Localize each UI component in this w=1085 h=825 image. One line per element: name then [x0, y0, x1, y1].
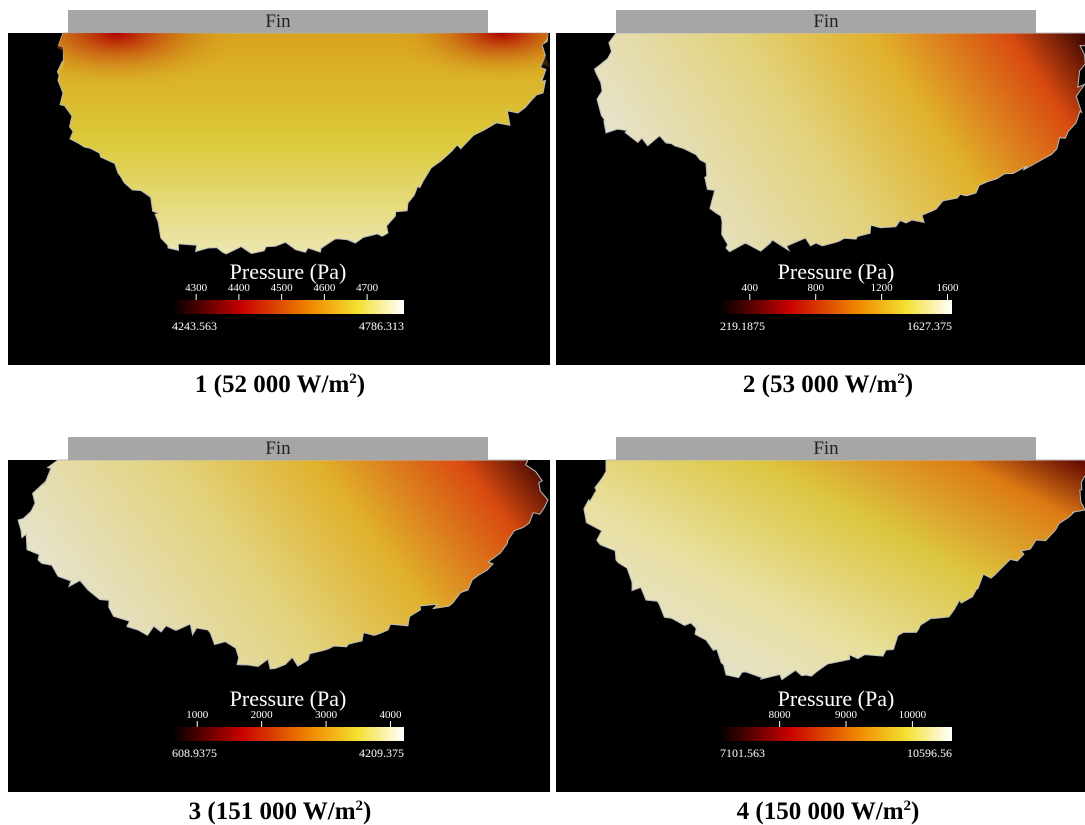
colorbar-min: 608.9375: [172, 746, 217, 760]
caption-close: ): [911, 798, 919, 825]
caption-label: 3 (151 000 W/m: [189, 798, 356, 825]
fin: [616, 437, 1036, 460]
colorbar-tick-label: 1600: [936, 282, 959, 294]
panel: Fin Pressure (Pa)8000 9000 10000 7101.563 105…: [556, 437, 1085, 825]
colorbar-max: 1627.375: [907, 319, 952, 333]
panel: Fin Pressure (Pa) 1000 2000 3000 4000 608.9375…: [8, 437, 550, 825]
caption: 1 (52 000 W/m2): [195, 371, 365, 398]
caption: 4 (150 000 W/m2): [737, 798, 920, 825]
caption-close: ): [905, 371, 913, 398]
caption-close: ): [357, 371, 365, 398]
colorbar-min: 219.1875: [720, 319, 765, 333]
caption-label: 4 (150 000 W/m: [737, 798, 904, 825]
colorbar-tick-label: 4400: [228, 282, 251, 294]
caption: 3 (151 000 W/m2): [189, 798, 372, 825]
colorbar: [720, 727, 952, 741]
colorbar: [172, 727, 404, 741]
caption-superscript: 2: [897, 371, 905, 387]
caption: 2 (53 000 W/m2): [743, 371, 913, 398]
panel: Fin Pressure (Pa) 400 800 1200 1600 219.1875 16…: [556, 10, 1085, 398]
caption-close: ): [363, 798, 371, 825]
caption-superscript: 2: [356, 798, 364, 814]
legend-title: Pressure (Pa): [230, 259, 347, 284]
colorbar-tick-label: 400: [742, 282, 759, 294]
colorbar-tick-label: 1200: [871, 282, 894, 294]
fin-label: Fin: [265, 438, 291, 459]
colorbar-tick-label: 4700: [356, 282, 379, 294]
colorbar-min: 4243.563: [172, 319, 217, 333]
legend-title: Pressure (Pa): [230, 686, 347, 711]
fin-label: Fin: [265, 11, 291, 32]
colorbar-tick-label: 4300: [185, 282, 208, 294]
colorbar-min: 7101.563: [720, 746, 765, 760]
colorbar-tick-label: 10000: [899, 709, 927, 721]
colorbar-tick-label: 2000: [251, 709, 274, 721]
legend-title: Pressure (Pa): [778, 686, 895, 711]
caption-label: 2 (53 000 W/m: [743, 371, 898, 398]
fin: [68, 437, 488, 460]
fin-label: Fin: [813, 438, 839, 459]
colorbar-tick-label: 8000: [769, 709, 792, 721]
colorbar-tick-label: 9000: [835, 709, 858, 721]
panel: Fin Pressure (Pa) 4300 4400 4500 4600 4700 4243…: [8, 10, 552, 398]
caption-superscript: 2: [349, 371, 357, 387]
fin-label: Fin: [813, 11, 839, 32]
colorbar: [720, 300, 952, 314]
colorbar-tick-label: 4500: [271, 282, 294, 294]
colorbar-tick-label: 4000: [380, 709, 403, 721]
colorbar-tick-label: 3000: [315, 709, 338, 721]
colorbar-max: 10596.56: [907, 746, 952, 760]
fin: [616, 10, 1036, 33]
colorbar-max: 4209.375: [359, 746, 404, 760]
colorbar-tick-label: 1000: [186, 709, 209, 721]
caption-label: 1 (52 000 W/m: [195, 371, 350, 398]
caption-superscript: 2: [904, 798, 912, 814]
colorbar-tick-label: 800: [807, 282, 824, 294]
legend-title: Pressure (Pa): [778, 259, 895, 284]
colorbar-tick-label: 4600: [313, 282, 336, 294]
colorbar-max: 4786.313: [359, 319, 404, 333]
pressure-hotspot: [58, 33, 551, 252]
fin: [68, 10, 488, 33]
colorbar: [172, 300, 404, 314]
